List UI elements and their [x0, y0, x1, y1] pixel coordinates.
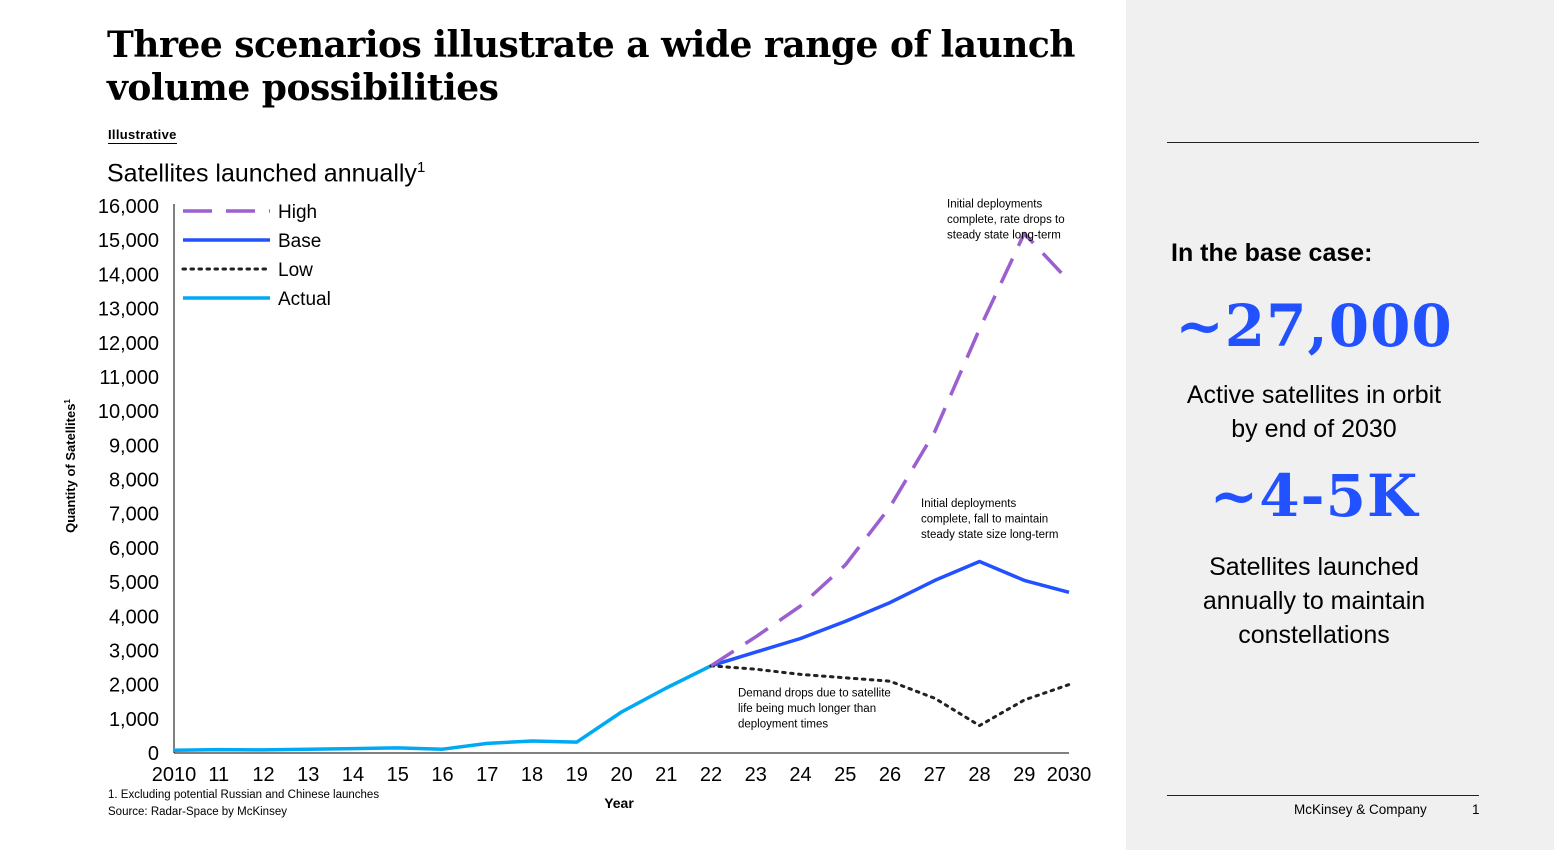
panel-bottom-divider — [1167, 795, 1479, 796]
annual-launches-label-line2: annually to maintain — [1202, 587, 1426, 615]
y-axis-title: Quantity of Satellites1 — [63, 399, 78, 533]
chart-subtitle: Satellites launched annually1 — [107, 159, 425, 188]
x-tick-label: 25 — [834, 764, 856, 786]
summary-panel — [1126, 0, 1554, 850]
x-tick-label: 2030 — [1047, 764, 1092, 786]
annotation-text: steady state size long-term — [921, 529, 1058, 541]
annual-launches-label-line3: constellations — [1238, 621, 1390, 649]
x-tick-label: 22 — [700, 764, 722, 786]
x-tick-label: 2010 — [152, 764, 197, 786]
annual-launches-stat: ~4-5K — [1209, 462, 1419, 530]
panel-top-divider — [1167, 142, 1479, 143]
y-tick-label: 5,000 — [109, 572, 159, 594]
x-tick-label: 23 — [745, 764, 767, 786]
illustrative-tag: Illustrative — [108, 127, 177, 144]
legend-label-high: High — [278, 202, 317, 223]
x-tick-label: 16 — [431, 764, 453, 786]
x-tick-label: 20 — [610, 764, 632, 786]
series-line-actual — [173, 664, 712, 753]
active-satellites-label-line2: by end of 2030 — [1231, 415, 1397, 443]
x-tick-label: 28 — [968, 764, 990, 786]
x-tick-label: 27 — [924, 764, 946, 786]
chart-subtitle-footnote-mark: 1 — [416, 159, 426, 176]
annual-launches-label-line1: Satellites launched — [1209, 553, 1419, 581]
y-tick-label: 10,000 — [98, 401, 159, 423]
y-axis-title-footnote-mark: 1 — [63, 399, 72, 404]
page-title: Three scenarios illustrate a wide range … — [107, 24, 1075, 109]
y-tick-label: 8,000 — [109, 470, 159, 492]
annotation-text: complete, rate drops to — [947, 214, 1065, 226]
y-tick-label: 12,000 — [98, 333, 159, 355]
legend-label-base: Base — [278, 231, 321, 252]
x-tick-label: 12 — [252, 764, 274, 786]
annotation-text: steady state long-term — [947, 230, 1061, 242]
source-note: Source: Radar-Space by McKinsey — [108, 806, 287, 818]
annotation-text: Initial deployments — [947, 199, 1042, 211]
chart-subtitle-text: Satellites launched annually — [107, 159, 417, 188]
x-tick-label: 17 — [476, 764, 498, 786]
y-tick-label: 6,000 — [109, 538, 159, 560]
series-line-high — [710, 231, 1071, 668]
x-tick-label: 18 — [521, 764, 543, 786]
y-tick-label: 0 — [148, 743, 159, 765]
active-satellites-label-line1: Active satellites in orbit — [1186, 381, 1442, 409]
x-tick-label: 24 — [789, 764, 811, 786]
footnote: 1. Excluding potential Russian and Chine… — [108, 789, 380, 801]
y-tick-label: 9,000 — [109, 435, 159, 457]
legend-label-actual: Actual — [278, 289, 331, 310]
y-tick-label: 13,000 — [98, 299, 159, 321]
y-tick-label: 16,000 — [98, 196, 159, 218]
brand-footer: McKinsey & Company — [1294, 802, 1427, 817]
annotation-text: Demand drops due to satellite — [738, 688, 891, 700]
y-tick-label: 14,000 — [98, 264, 159, 286]
x-tick-label: 29 — [1013, 764, 1035, 786]
y-tick-label: 1,000 — [109, 709, 159, 731]
x-tick-label: 15 — [387, 764, 409, 786]
x-tick-label: 19 — [566, 764, 588, 786]
active-satellites-stat: ~27,000 — [1175, 292, 1453, 360]
y-tick-label: 2,000 — [109, 675, 159, 697]
launch-volume-chart: 0 1,000 2,000 3,000 4,000 5,000 6,000 7,000 8,00… — [63, 196, 1092, 811]
x-tick-label: 26 — [879, 764, 901, 786]
x-tick-label: 14 — [342, 764, 364, 786]
annotation-text: deployment times — [738, 719, 828, 731]
annotation-text: life being much longer than — [738, 703, 876, 715]
y-tick-label: 11,000 — [99, 367, 159, 389]
page-number: 1 — [1472, 802, 1480, 817]
x-axis-title: Year — [604, 795, 634, 811]
series-line-low — [709, 664, 1071, 728]
x-tick-label: 11 — [208, 764, 229, 786]
y-tick-label: 15,000 — [98, 230, 159, 252]
y-tick-label: 4,000 — [109, 606, 159, 628]
series-line-base — [710, 559, 1070, 668]
y-tick-label: 3,000 — [109, 640, 159, 662]
panel-heading: In the base case: — [1171, 239, 1373, 267]
x-tick-label: 13 — [297, 764, 319, 786]
y-tick-label: 7,000 — [109, 504, 159, 526]
x-tick-label: 21 — [655, 764, 677, 786]
legend-label-low: Low — [278, 260, 313, 281]
annotation-text: Initial deployments — [921, 498, 1016, 510]
annotation-text: complete, fall to maintain — [921, 513, 1048, 525]
